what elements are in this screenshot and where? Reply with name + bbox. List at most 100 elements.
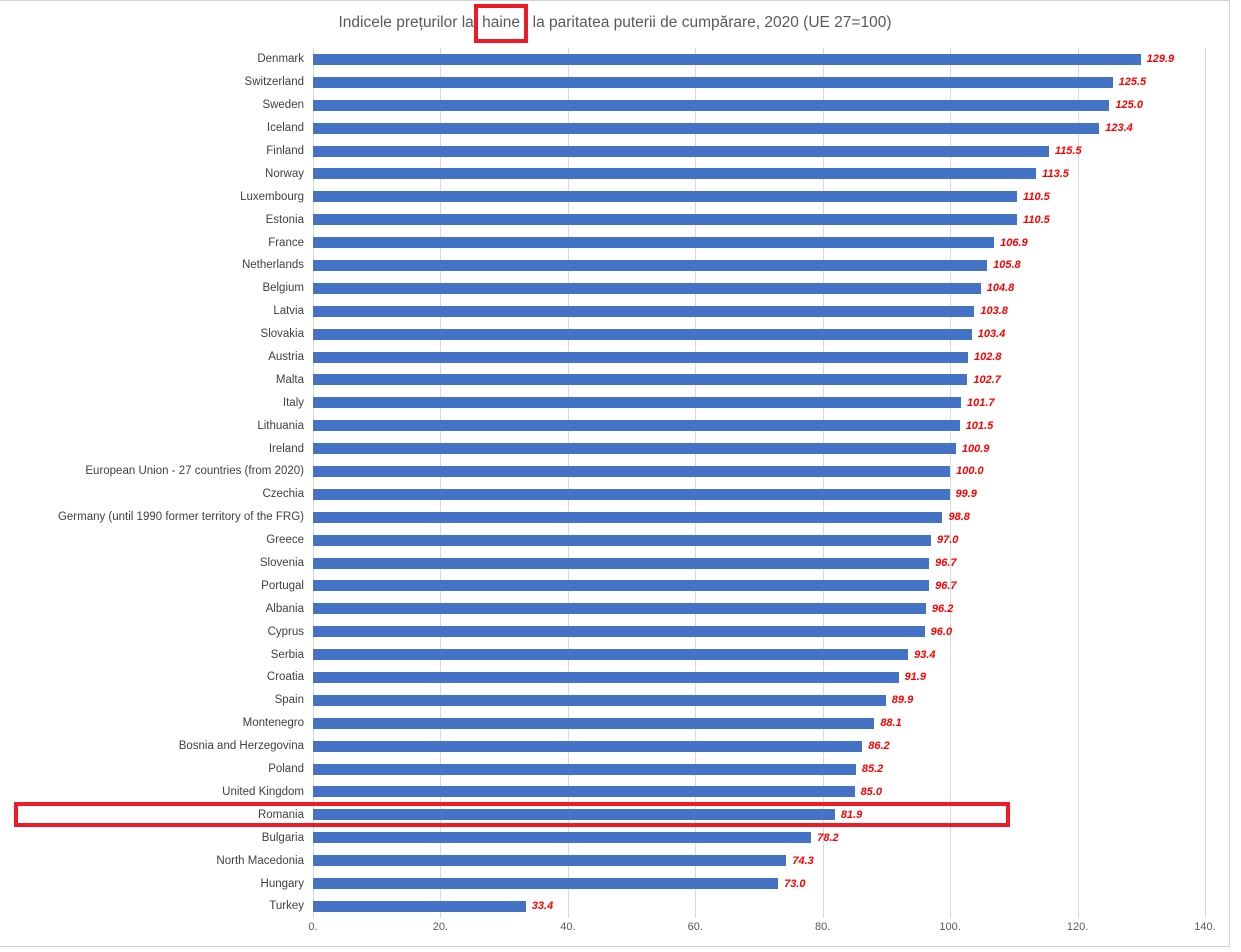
bar-track: 81.9 bbox=[313, 803, 1205, 826]
chart-row: Finland 115.5 bbox=[0, 140, 1205, 163]
bar-track: 101.5 bbox=[313, 414, 1205, 437]
bar bbox=[313, 488, 950, 500]
x-axis-tick-label: 0. bbox=[308, 921, 318, 933]
category-label: Iceland bbox=[266, 122, 304, 135]
value-label: 93.4 bbox=[914, 648, 936, 661]
chart-row: Sweden 125.0 bbox=[0, 94, 1205, 117]
gridlines-layer bbox=[313, 48, 1206, 918]
gridline bbox=[822, 48, 824, 918]
x-axis-tick-label: 40. bbox=[560, 921, 576, 933]
bar bbox=[313, 580, 930, 592]
gridline bbox=[440, 48, 442, 918]
value-label: 96.2 bbox=[931, 602, 954, 615]
value-label: 98.8 bbox=[948, 511, 970, 524]
bar bbox=[313, 145, 1049, 157]
chart-title-prefix: Indicele prețurilor la bbox=[338, 14, 479, 31]
bar-track: 97.0 bbox=[313, 529, 1205, 552]
category-label: Belgium bbox=[262, 282, 304, 295]
category-label: Norway bbox=[265, 167, 304, 180]
gridline bbox=[1077, 48, 1079, 918]
category-label: Poland bbox=[268, 763, 304, 776]
bar-track: 106.9 bbox=[313, 231, 1205, 254]
chart-row: Switzerland 125.5 bbox=[0, 71, 1205, 94]
title-highlight-box: haine bbox=[474, 4, 529, 43]
chart-row: Cyprus 96.0 bbox=[0, 620, 1205, 643]
value-label: 89.9 bbox=[891, 694, 914, 707]
value-label: 103.8 bbox=[980, 305, 1008, 318]
gridline bbox=[567, 48, 569, 918]
value-label: 78.2 bbox=[817, 831, 839, 844]
bar bbox=[313, 76, 1113, 88]
category-label: Switzerland bbox=[244, 76, 304, 89]
bar bbox=[313, 237, 995, 249]
bar-track: 93.4 bbox=[313, 643, 1205, 666]
chart-row: Germany (until 1990 former territory of … bbox=[0, 506, 1205, 529]
chart-row: Montenegro 88.1 bbox=[0, 712, 1205, 735]
category-label: Slovakia bbox=[260, 328, 304, 341]
bar bbox=[313, 694, 886, 706]
bar-track: 96.0 bbox=[313, 620, 1205, 643]
category-label: United Kingdom bbox=[222, 785, 304, 798]
value-label: 113.5 bbox=[1042, 167, 1069, 180]
chart-row: Netherlands 105.8 bbox=[0, 254, 1205, 277]
x-axis: 0. 20. 40. 60. 80. 100. 120. 140. bbox=[308, 921, 1215, 937]
bar bbox=[313, 786, 855, 798]
chart-row: Greece 97.0 bbox=[0, 529, 1205, 552]
bar-track: 129.9 bbox=[313, 48, 1205, 71]
category-label: Finland bbox=[266, 145, 304, 157]
value-label: 85.2 bbox=[861, 763, 884, 776]
chart-row: Serbia 93.4 bbox=[0, 643, 1205, 666]
chart-row: Bosnia and Herzegovina 86.2 bbox=[0, 735, 1205, 758]
value-label: 102.7 bbox=[973, 373, 1001, 386]
chart-row: Austria 102.8 bbox=[0, 346, 1205, 369]
bar-track: 99.9 bbox=[313, 483, 1205, 506]
category-label: Czechia bbox=[262, 488, 304, 501]
value-label: 123.4 bbox=[1105, 122, 1133, 135]
value-label: 85.0 bbox=[860, 785, 882, 798]
category-label: Romania bbox=[257, 808, 304, 821]
category-label: Italy bbox=[282, 396, 304, 409]
bar-track: 125.0 bbox=[313, 94, 1205, 117]
bar-track: 33.4 bbox=[313, 895, 1205, 918]
chart-row: Turkey 33.4 bbox=[0, 895, 1205, 918]
category-label: Sweden bbox=[262, 99, 304, 112]
gridline bbox=[313, 48, 314, 918]
bar bbox=[313, 259, 988, 271]
chart-row: European Union - 27 countries (from 2020… bbox=[0, 460, 1205, 483]
bar bbox=[313, 855, 787, 867]
value-label: 88.1 bbox=[880, 717, 902, 730]
chart-row: France 106.9 bbox=[0, 231, 1205, 254]
bar bbox=[313, 809, 835, 821]
x-axis-tick-label: 80. bbox=[815, 921, 831, 933]
bar bbox=[313, 282, 981, 294]
bar bbox=[313, 443, 956, 455]
chart-row: Malta 102.7 bbox=[0, 368, 1205, 391]
category-label: Denmark bbox=[257, 53, 304, 66]
bar bbox=[313, 832, 812, 844]
category-label: Luxembourg bbox=[240, 190, 304, 203]
value-label: 100.0 bbox=[956, 465, 984, 478]
value-label: 115.5 bbox=[1054, 145, 1082, 157]
chart-row: Norway 113.5 bbox=[0, 162, 1205, 185]
chart-row: Portugal 96.7 bbox=[0, 574, 1205, 597]
category-label: Lithuania bbox=[257, 419, 304, 432]
bar-track: 86.2 bbox=[313, 735, 1205, 758]
bar-track: 102.8 bbox=[313, 346, 1205, 369]
category-label: Netherlands bbox=[241, 259, 304, 272]
bar bbox=[313, 397, 961, 409]
bar-track: 100.0 bbox=[313, 460, 1205, 483]
category-label: Spain bbox=[274, 694, 304, 707]
bar-track: 125.5 bbox=[313, 71, 1205, 94]
bar-track: 85.0 bbox=[313, 781, 1205, 804]
value-label: 105.8 bbox=[993, 259, 1021, 272]
bar bbox=[313, 671, 899, 683]
value-label: 97.0 bbox=[937, 534, 959, 547]
category-label: Germany (until 1990 former territory of … bbox=[57, 511, 304, 524]
bar bbox=[313, 740, 863, 752]
bar-track: 113.5 bbox=[313, 162, 1205, 185]
value-label: 99.9 bbox=[955, 488, 977, 501]
bar bbox=[313, 53, 1141, 65]
category-label: Malta bbox=[275, 373, 304, 386]
x-axis-tick-label: 100. bbox=[939, 921, 961, 933]
chart-row: Italy 101.7 bbox=[0, 391, 1205, 414]
